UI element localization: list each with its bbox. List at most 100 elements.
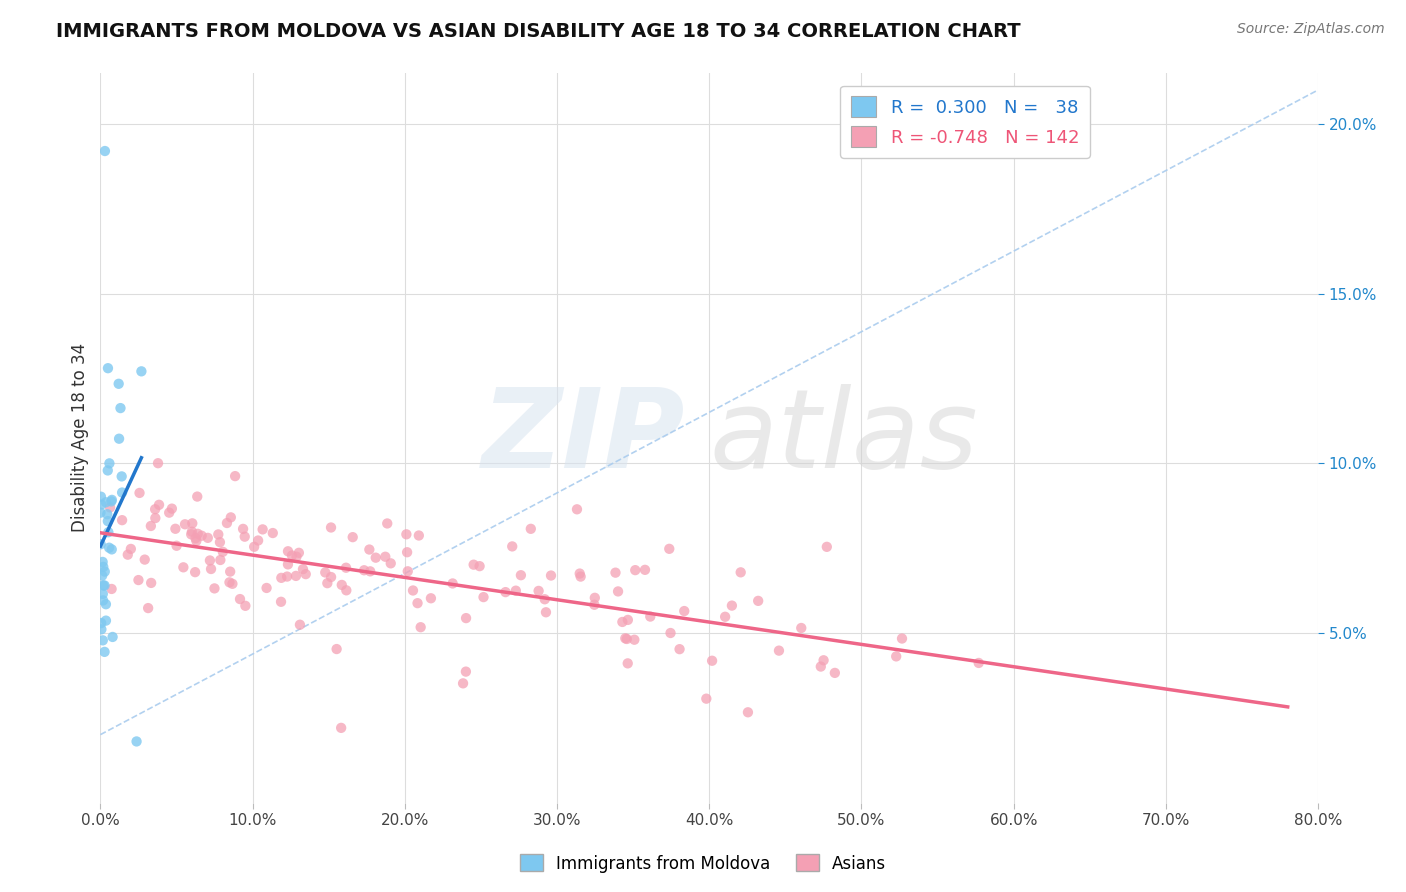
Point — [100, 582, 122, 596]
Point — [101, 492, 124, 507]
Point — [721, 599, 744, 613]
Point — [97, 361, 120, 376]
Point — [232, 522, 254, 536]
Point — [166, 539, 188, 553]
Point — [198, 553, 221, 567]
Point — [747, 594, 769, 608]
Point — [454, 611, 477, 625]
Point — [659, 626, 682, 640]
Point — [117, 548, 139, 562]
Text: ZIP: ZIP — [481, 384, 685, 491]
Point — [330, 721, 353, 735]
Point — [90, 623, 112, 637]
Point — [91, 593, 114, 607]
Point — [270, 595, 292, 609]
Point — [565, 502, 588, 516]
Point — [569, 569, 592, 583]
Point — [90, 537, 112, 551]
Point — [319, 520, 342, 534]
Point — [218, 575, 240, 590]
Point — [93, 578, 115, 592]
Point — [233, 530, 256, 544]
Point — [172, 560, 194, 574]
Point — [89, 506, 111, 520]
Point — [262, 526, 284, 541]
Point — [284, 569, 307, 583]
Point — [314, 566, 336, 580]
Point — [605, 566, 627, 580]
Point — [640, 609, 662, 624]
Point — [98, 541, 121, 555]
Point — [277, 558, 299, 572]
Point — [380, 557, 402, 571]
Point — [96, 507, 118, 521]
Point — [294, 567, 316, 582]
Point — [141, 575, 163, 590]
Point — [180, 524, 202, 539]
Text: Source: ZipAtlas.com: Source: ZipAtlas.com — [1237, 22, 1385, 37]
Point — [813, 653, 835, 667]
Point — [695, 691, 717, 706]
Point — [94, 614, 117, 628]
Point — [90, 490, 112, 504]
Point — [617, 613, 640, 627]
Point — [408, 528, 430, 542]
Point — [187, 526, 209, 541]
Point — [221, 576, 243, 591]
Point — [100, 494, 122, 508]
Point — [91, 633, 114, 648]
Point — [180, 527, 202, 541]
Point — [288, 546, 311, 560]
Point — [288, 617, 311, 632]
Point — [342, 530, 364, 544]
Point — [319, 570, 342, 584]
Point — [495, 585, 517, 599]
Point — [607, 584, 630, 599]
Point — [165, 522, 187, 536]
Point — [186, 490, 208, 504]
Point — [111, 485, 134, 500]
Point — [454, 665, 477, 679]
Text: atlas: atlas — [709, 384, 979, 491]
Point — [583, 591, 606, 605]
Point — [891, 632, 914, 646]
Point — [276, 569, 298, 583]
Point — [520, 522, 543, 536]
Point — [200, 562, 222, 576]
Point — [197, 531, 219, 545]
Y-axis label: Disability Age 18 to 34: Disability Age 18 to 34 — [72, 343, 89, 533]
Point — [252, 522, 274, 536]
Point — [325, 642, 347, 657]
Point — [810, 659, 832, 673]
Point — [616, 632, 638, 646]
Point — [107, 376, 129, 391]
Point — [94, 144, 117, 158]
Point — [127, 573, 149, 587]
Point — [540, 568, 562, 582]
Point — [94, 495, 117, 509]
Point — [247, 533, 270, 548]
Point — [396, 564, 419, 578]
Point — [612, 615, 634, 629]
Point — [235, 599, 257, 613]
Point — [215, 516, 238, 530]
Point — [157, 506, 180, 520]
Point — [441, 576, 464, 591]
Point — [359, 542, 381, 557]
Point — [419, 591, 441, 606]
Point — [146, 456, 169, 470]
Point — [139, 519, 162, 533]
Point — [790, 621, 813, 635]
Point — [219, 565, 242, 579]
Point — [143, 502, 166, 516]
Legend: R =  0.300   N =   38, R = -0.748   N = 142: R = 0.300 N = 38, R = -0.748 N = 142 — [839, 86, 1090, 158]
Text: IMMIGRANTS FROM MOLDOVA VS ASIAN DISABILITY AGE 18 TO 34 CORRELATION CHART: IMMIGRANTS FROM MOLDOVA VS ASIAN DISABIL… — [56, 22, 1021, 41]
Point — [98, 456, 121, 470]
Point — [335, 560, 357, 574]
Point — [406, 596, 429, 610]
Point — [94, 565, 117, 579]
Point — [505, 583, 527, 598]
Point — [281, 549, 304, 563]
Point — [211, 545, 233, 559]
Point — [110, 401, 132, 416]
